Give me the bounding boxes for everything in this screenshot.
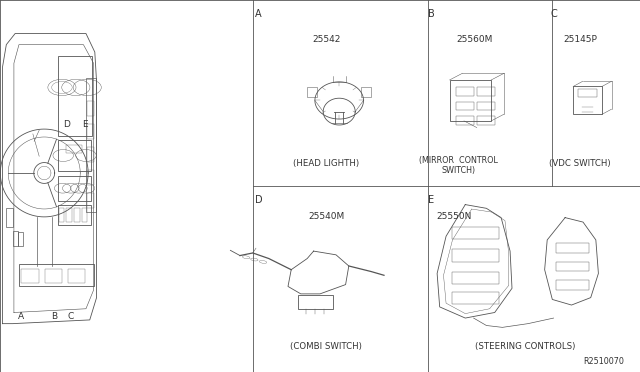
Text: (HEAD LIGHTH): (HEAD LIGHTH) [293, 159, 360, 168]
Bar [67, 208, 72, 222]
Bar [58, 140, 91, 171]
Bar [452, 249, 499, 262]
Bar [556, 262, 589, 271]
Bar [13, 231, 18, 246]
Text: 25550N: 25550N [436, 212, 472, 221]
Bar [86, 193, 94, 208]
Text: 25560M: 25560M [457, 35, 493, 44]
Text: D: D [63, 120, 70, 129]
Bar [82, 208, 87, 222]
Bar [556, 243, 589, 253]
Text: (STEERING CONTROLS): (STEERING CONTROLS) [475, 342, 575, 351]
Text: (MIRROR  CONTROL: (MIRROR CONTROL [419, 156, 498, 165]
Text: 25540M: 25540M [308, 212, 344, 221]
Bar [452, 272, 499, 284]
Text: B: B [428, 9, 435, 19]
Bar [456, 87, 474, 96]
Bar [58, 176, 91, 201]
Bar [59, 208, 65, 222]
Text: R2510070: R2510070 [583, 357, 624, 366]
Bar [452, 227, 499, 239]
Bar [18, 232, 23, 246]
Text: A: A [255, 9, 261, 19]
Bar [456, 102, 474, 110]
Text: 25542: 25542 [312, 35, 340, 44]
Bar [74, 208, 79, 222]
Bar [6, 208, 13, 227]
Bar [477, 102, 495, 110]
Bar [450, 80, 492, 121]
Bar [86, 101, 94, 116]
Text: C: C [550, 9, 557, 19]
Bar [68, 269, 85, 283]
Text: E: E [82, 120, 88, 129]
Text: (VDC SWITCH): (VDC SWITCH) [549, 159, 611, 168]
Bar [86, 170, 94, 185]
Bar [86, 124, 94, 139]
Bar [58, 56, 92, 136]
Text: D: D [255, 195, 262, 205]
Bar [477, 87, 495, 96]
Bar [578, 89, 597, 97]
Bar [86, 147, 94, 162]
Bar [45, 269, 62, 283]
Bar [573, 86, 602, 114]
Bar [22, 269, 38, 283]
Bar [307, 87, 317, 97]
Bar [66, 145, 82, 153]
Bar [556, 280, 589, 290]
Bar [452, 292, 499, 304]
Bar [86, 78, 95, 212]
Text: B: B [51, 312, 58, 321]
Bar [361, 87, 371, 97]
Bar [58, 205, 91, 225]
Bar [477, 116, 495, 125]
Bar [456, 116, 474, 125]
Text: E: E [428, 195, 434, 205]
Text: 25145P: 25145P [563, 35, 596, 44]
Bar [298, 295, 333, 309]
Text: (COMBI SWITCH): (COMBI SWITCH) [291, 342, 362, 351]
Text: SWITCH): SWITCH) [441, 166, 476, 175]
Text: A: A [18, 312, 24, 321]
Text: C: C [68, 312, 74, 321]
Bar [19, 264, 93, 286]
